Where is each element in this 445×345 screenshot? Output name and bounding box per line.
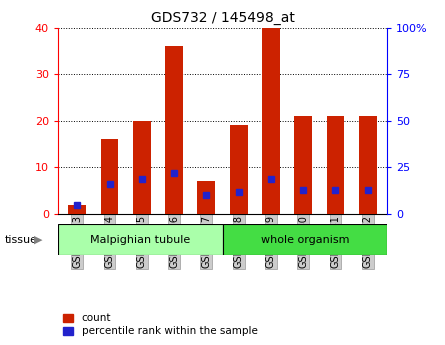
Bar <box>294 116 312 214</box>
Text: ▶: ▶ <box>33 235 42 245</box>
Bar <box>359 116 376 214</box>
Bar <box>133 121 151 214</box>
Bar <box>69 205 86 214</box>
FancyBboxPatch shape <box>222 224 387 255</box>
Text: tissue: tissue <box>4 235 37 245</box>
Text: whole organism: whole organism <box>261 235 349 245</box>
Bar <box>262 28 280 214</box>
Text: Malpighian tubule: Malpighian tubule <box>90 235 190 245</box>
Bar <box>198 181 215 214</box>
Bar <box>230 125 247 214</box>
Bar <box>165 46 183 214</box>
Legend: count, percentile rank within the sample: count, percentile rank within the sample <box>63 313 258 336</box>
FancyBboxPatch shape <box>58 224 222 255</box>
Bar <box>101 139 118 214</box>
Bar <box>327 116 344 214</box>
Title: GDS732 / 145498_at: GDS732 / 145498_at <box>150 11 295 25</box>
